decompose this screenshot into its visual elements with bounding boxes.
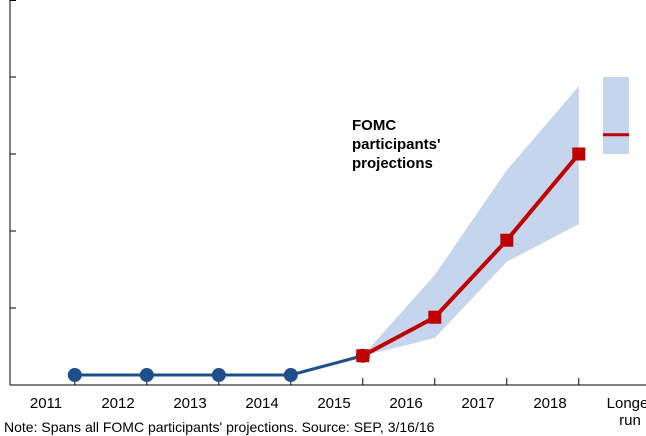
point <box>428 310 442 324</box>
annotation: FOMC participants' projections <box>352 117 441 172</box>
point <box>500 233 514 247</box>
series-line <box>361 152 581 358</box>
point <box>572 147 586 161</box>
x-tick-label: 2017 <box>461 395 495 412</box>
range-band <box>362 86 579 356</box>
x-tick-label: 2015 <box>317 395 351 412</box>
note: Note: Spans all FOMC participants' proje… <box>4 419 435 435</box>
x-tick-label: 2013 <box>173 395 207 412</box>
point <box>67 367 82 382</box>
x-tick-label: 2016 <box>389 395 423 412</box>
x-tick-label: 2014 <box>245 395 279 412</box>
point <box>356 349 370 363</box>
point <box>283 367 298 382</box>
point <box>139 367 154 382</box>
x-tick-label: 2011 <box>29 395 63 412</box>
longer-run-range <box>603 77 629 154</box>
x-tick-label: 2012 <box>101 395 135 412</box>
x-tick-label: 2018 <box>533 395 567 412</box>
point <box>211 367 226 382</box>
